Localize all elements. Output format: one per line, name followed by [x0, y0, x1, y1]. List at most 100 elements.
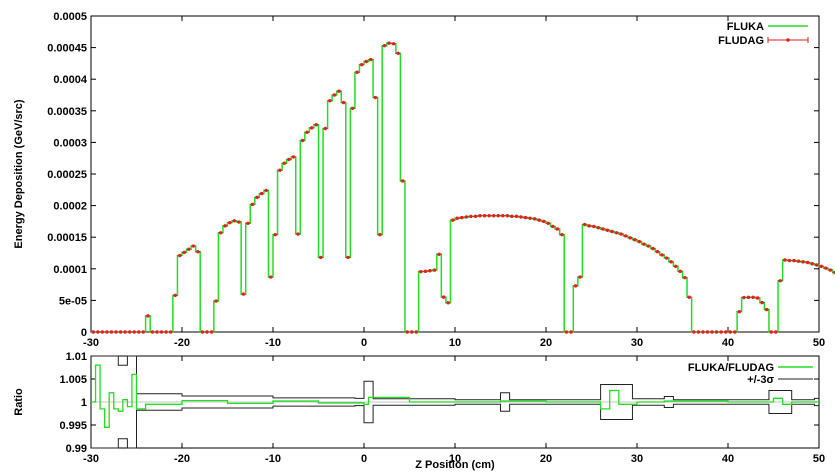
y-tick-label: 0.00035: [47, 106, 87, 118]
fludag-point: [801, 260, 805, 264]
fludag-point: [300, 138, 305, 143]
fludag-point: [250, 202, 255, 207]
fludag-point: [200, 330, 205, 334]
fludag-point: [510, 214, 514, 219]
y-tick-label: 0.00025: [47, 169, 87, 181]
legend-sigma-label: +/-3σ: [747, 374, 774, 386]
fludag-point: [123, 330, 127, 334]
fludag-point: [642, 242, 646, 246]
fludag-point: [305, 130, 309, 134]
fludag-point: [710, 330, 714, 334]
x-tick-label: 50: [813, 337, 825, 349]
fludag-point: [441, 295, 446, 299]
y-tick-label: 0.99: [66, 443, 87, 455]
fludag-point: [332, 93, 337, 97]
fludag-point: [487, 214, 491, 218]
fludag-point: [218, 231, 223, 235]
fludag-point: [482, 214, 487, 218]
energy-deposition-plot: -30 -20 -10 0 10 20 30 40 50 0 5e-05 0.0001 0.00015 0…: [13, 11, 835, 349]
fludag-point: [132, 330, 136, 334]
fludag-point: [805, 260, 810, 265]
fludag-point: [264, 188, 268, 193]
fludag-point: [678, 269, 682, 274]
fludag-point: [446, 301, 450, 305]
fludag-point: [109, 330, 114, 334]
fludag-point: [792, 258, 796, 263]
fludag-point: [787, 258, 792, 263]
fludag-point: [542, 219, 546, 224]
fludag-point: [360, 62, 364, 67]
fludag-point: [428, 268, 432, 273]
fludag-point: [187, 247, 191, 251]
y-tick-label: 1.005: [59, 374, 87, 386]
fludag-point: [341, 100, 346, 105]
y-tick-label: 0.0002: [53, 201, 87, 213]
fludag-point: [696, 330, 701, 334]
fludag-point: [560, 232, 564, 237]
x-axis-title: Z Position (cm): [415, 459, 495, 471]
fludag-point: [464, 215, 469, 219]
y-tick-label: 1: [81, 397, 87, 409]
fludag-point: [705, 330, 710, 334]
x-tick-label: 10: [449, 453, 461, 465]
legend-fludag-marker: [786, 38, 790, 42]
fludag-point: [824, 266, 828, 270]
fludag-point: [419, 269, 423, 274]
fludag-point: [546, 221, 550, 225]
fludag-point: [755, 296, 760, 300]
fludag-point: [337, 89, 341, 93]
fludag-point: [178, 253, 182, 258]
fludag-point: [601, 227, 605, 231]
y-tick-label: 5e-05: [59, 295, 87, 307]
fludag-point: [651, 246, 655, 251]
fludag-point: [223, 224, 227, 228]
fludag-point: [614, 231, 619, 235]
fludag-point: [728, 330, 732, 334]
y-tick-label: 0.0005: [53, 11, 87, 23]
x-tick-label: -10: [265, 453, 281, 465]
fludag-point: [778, 279, 783, 283]
fludag-point: [410, 330, 414, 334]
x-tick-label: -20: [174, 337, 190, 349]
y-tick-label: 0.995: [59, 420, 87, 432]
fludag-point: [537, 218, 541, 222]
fludag-point: [819, 264, 823, 268]
fludag-point: [378, 232, 382, 237]
fludag-point: [469, 214, 473, 219]
fludag-point: [414, 330, 419, 334]
fludag-point: [828, 268, 833, 272]
fludag-point: [582, 222, 587, 227]
fludag-point: [141, 330, 146, 334]
fludag-point: [760, 300, 764, 305]
ratio-step-line: [91, 364, 819, 428]
fludag-point: [815, 263, 819, 267]
fludag-point: [191, 244, 196, 248]
bottom-legend: FLUKA/FLUDAG +/-3σ: [688, 362, 813, 386]
fludag-point: [241, 292, 246, 296]
fludag-point: [669, 260, 673, 264]
fludag-point: [460, 215, 464, 220]
fludag-point: [369, 57, 373, 62]
fludag-point: [610, 229, 614, 234]
fludag-point: [564, 330, 569, 334]
bottom-plot-area: [91, 355, 819, 449]
fludag-point: [405, 330, 409, 334]
fludag-point: [810, 262, 814, 266]
fludag-point: [269, 275, 273, 279]
fludag-point: [159, 330, 164, 334]
fludag-point: [769, 330, 773, 334]
x-tick-label: -10: [265, 337, 281, 349]
fludag-point: [774, 330, 778, 334]
fludag-point: [673, 264, 678, 268]
x-tick-label: 30: [631, 337, 643, 349]
top-plot-area: [91, 41, 835, 334]
fludag-point: [478, 214, 482, 218]
fludag-point: [578, 275, 582, 279]
x-tick-label: 0: [361, 453, 367, 465]
fludag-point: [387, 41, 391, 45]
x-tick-label: -20: [174, 453, 190, 465]
fludag-point: [173, 293, 177, 298]
fludag-point: [664, 256, 669, 260]
fludag-point: [423, 269, 428, 274]
x-tick-label: 30: [631, 453, 643, 465]
